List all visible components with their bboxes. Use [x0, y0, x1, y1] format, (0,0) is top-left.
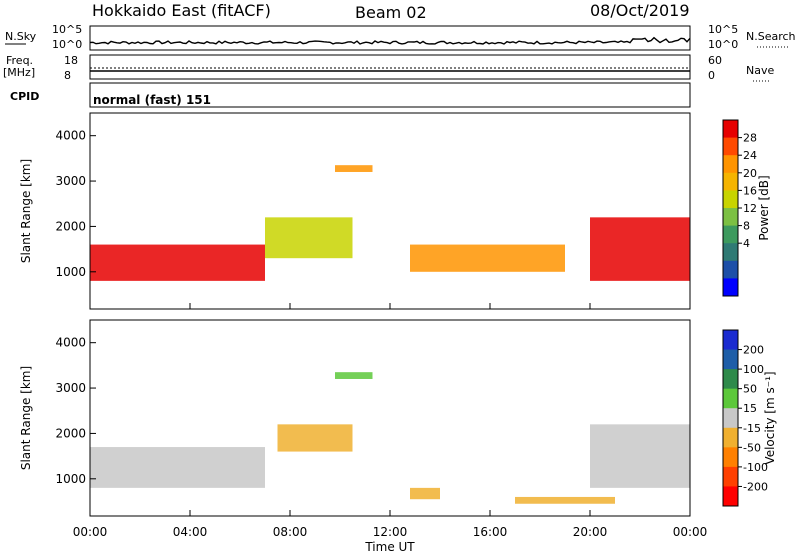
- colorbar-segment: [723, 243, 738, 262]
- colorbar-tick-label: -50: [743, 441, 761, 454]
- noise-panel-frame: [89, 25, 691, 51]
- y-tick-label: 2000: [55, 219, 86, 233]
- y-tick-label: 3000: [55, 381, 86, 395]
- colorbar-segment: [723, 208, 738, 227]
- colorbar-segment: [723, 137, 738, 156]
- colorbar-tick-label: 16: [743, 184, 757, 197]
- colorbar-tick-label: 15: [743, 402, 757, 415]
- colorbar-segment: [723, 190, 738, 209]
- colorbar-tick-label: 24: [743, 149, 757, 162]
- y-tick-label: 4000: [55, 336, 86, 350]
- colorbar-tick-label: 200: [743, 344, 764, 357]
- velocity-heatmap: [90, 372, 690, 504]
- colorbar-segment: [723, 408, 738, 429]
- power-colorbar-label: Power [dB]: [757, 175, 771, 240]
- freq-tick-bottom: 8: [64, 69, 71, 82]
- x-axis-label: Time UT: [364, 540, 415, 554]
- colorbar-segment: [723, 330, 738, 351]
- freq-label-line1: Freq.: [6, 54, 33, 67]
- x-tick-label: 12:00: [373, 525, 408, 539]
- freq-tick-top: 18: [64, 54, 78, 67]
- heatmap-region: [335, 165, 373, 172]
- x-tick-label: 16:00: [473, 525, 508, 539]
- x-tick-label: 20:00: [573, 525, 608, 539]
- velocity-y-label: Slant Range [km]: [19, 366, 33, 470]
- colorbar-segment: [723, 260, 738, 279]
- beam-title: Beam 02: [355, 3, 427, 22]
- x-tick-label: 04:00: [173, 525, 208, 539]
- colorbar-segment: [723, 486, 738, 507]
- velocity-colorbar: [723, 330, 738, 507]
- cpid-label: CPID: [10, 90, 39, 103]
- x-tick-label: 00:00: [73, 525, 108, 539]
- freq-label-line2: [MHz]: [3, 66, 35, 79]
- colorbar-segment: [723, 369, 738, 390]
- colorbar-tick-label: 28: [743, 132, 757, 145]
- heatmap-region: [90, 244, 265, 281]
- colorbar-segment: [723, 225, 738, 244]
- x-tick-label: 00:00: [673, 525, 708, 539]
- colorbar-segment: [723, 120, 738, 139]
- noise-right-tick-bottom: 10^0: [708, 38, 738, 51]
- y-tick-label: 1000: [55, 472, 86, 486]
- power-y-label: Slant Range [km]: [19, 159, 33, 263]
- colorbar-segment: [723, 447, 738, 468]
- y-tick-label: 1000: [55, 265, 86, 279]
- colorbar-segment: [723, 172, 738, 191]
- x-tick-label: 08:00: [273, 525, 308, 539]
- heatmap-region: [90, 447, 265, 488]
- colorbar-tick-label: 12: [743, 202, 757, 215]
- y-tick-label: 2000: [55, 426, 86, 440]
- noise-tick-top: 10^5: [52, 23, 82, 36]
- cpid-panel-frame: [89, 82, 691, 108]
- colorbar-segment: [723, 388, 738, 409]
- colorbar-segment: [723, 349, 738, 370]
- power-colorbar: [723, 120, 738, 297]
- colorbar-segment: [723, 427, 738, 448]
- colorbar-tick-label: -15: [743, 422, 761, 435]
- noise-right-tick-top: 10^5: [708, 23, 738, 36]
- velocity-colorbar-label: Velocity [m s⁻¹]: [763, 371, 777, 464]
- station-title: Hokkaido East (fitACF): [92, 1, 271, 20]
- heatmap-region: [410, 487, 440, 500]
- heatmap-region: [590, 424, 690, 488]
- heatmap-region: [410, 244, 565, 272]
- colorbar-segment: [723, 155, 738, 174]
- heatmap-region: [265, 217, 353, 259]
- colorbar-tick-label: 8: [743, 220, 750, 233]
- colorbar-segment: [723, 466, 738, 487]
- noise-tick-bottom: 10^0: [52, 38, 82, 51]
- colorbar-tick-label: -100: [743, 461, 768, 474]
- heatmap-region: [335, 372, 373, 379]
- colorbar-segment: [723, 278, 738, 297]
- noise-right-label: N.Search: [746, 30, 796, 43]
- heatmap-region: [590, 217, 690, 281]
- colorbar-tick-label: 50: [743, 383, 757, 396]
- colorbar-tick-label: -200: [743, 480, 768, 493]
- heatmap-region: [515, 496, 615, 504]
- y-tick-label: 4000: [55, 129, 86, 143]
- nave-tick-bottom: 0: [708, 69, 715, 82]
- nave-tick-top: 60: [708, 54, 722, 67]
- y-tick-label: 3000: [55, 174, 86, 188]
- cpid-value: normal (fast) 151: [93, 93, 211, 107]
- noise-trace: [89, 36, 691, 45]
- colorbar-tick-label: 100: [743, 363, 764, 376]
- colorbar-tick-label: 20: [743, 167, 757, 180]
- nave-label: Nave: [746, 64, 774, 77]
- power-heatmap: [90, 165, 690, 281]
- heatmap-region: [277, 424, 353, 452]
- freq-panel-frame: [89, 54, 691, 80]
- date-title: 08/Oct/2019: [590, 1, 690, 20]
- colorbar-tick-label: 4: [743, 237, 750, 250]
- velocity-colorbar-frame: [722, 329, 739, 507]
- noise-left-label: N.Sky: [5, 30, 37, 43]
